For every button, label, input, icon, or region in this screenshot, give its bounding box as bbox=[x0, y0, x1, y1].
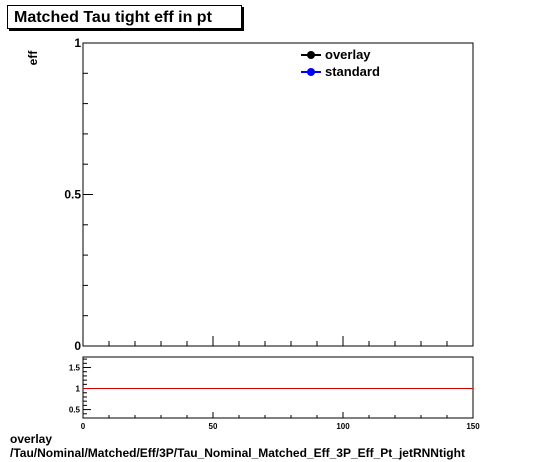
legend-marker-standard bbox=[301, 67, 321, 76]
main-y-tick-label: 0.5 bbox=[64, 188, 81, 202]
ratio-x-axis: 0 50 100 150 bbox=[81, 412, 480, 431]
legend-label-overlay: overlay bbox=[325, 47, 371, 62]
main-x-axis bbox=[82, 336, 474, 346]
ratio-plot-frame bbox=[82, 356, 474, 419]
y-axis-label: eff bbox=[26, 50, 40, 66]
ratio-y-axis: 0.5 1 1.5 bbox=[69, 358, 91, 415]
main-y-tick-label: 1 bbox=[74, 36, 81, 50]
main-plot-frame bbox=[82, 42, 474, 347]
ratio-x-tick-label: 0 bbox=[81, 422, 86, 431]
ratio-plot-border bbox=[82, 356, 474, 419]
ratio-x-tick-label: 50 bbox=[209, 422, 218, 431]
footer-histogram-path: /Tau/Nominal/Matched/Eff/3P/Tau_Nominal_… bbox=[10, 446, 465, 460]
ratio-y-tick-label: 1 bbox=[76, 385, 81, 394]
chart-title: Matched Tau tight eff in pt bbox=[7, 5, 242, 29]
main-plot-border bbox=[82, 42, 474, 347]
ratio-y-tick-label: 0.5 bbox=[69, 406, 81, 415]
legend: overlay standard bbox=[301, 46, 380, 80]
ratio-x-tick-label: 150 bbox=[466, 422, 480, 431]
ratio-y-tick-label: 1.5 bbox=[69, 364, 81, 373]
main-y-axis: 00.51 bbox=[64, 36, 93, 353]
legend-entry-overlay: overlay bbox=[301, 46, 380, 63]
legend-label-standard: standard bbox=[325, 64, 380, 79]
legend-entry-standard: standard bbox=[301, 63, 380, 80]
main-y-tick-label: 0 bbox=[74, 339, 81, 353]
legend-marker-overlay bbox=[301, 50, 321, 59]
ratio-x-tick-label: 100 bbox=[336, 422, 350, 431]
footer-dataset-label: overlay bbox=[10, 432, 53, 446]
